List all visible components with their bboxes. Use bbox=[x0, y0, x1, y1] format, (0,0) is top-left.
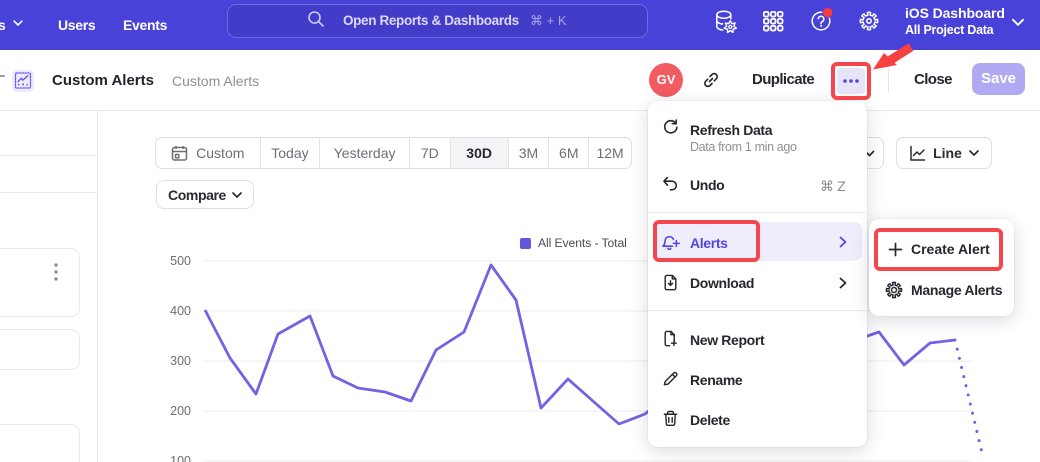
svg-text:200: 200 bbox=[170, 404, 191, 418]
svg-text:500: 500 bbox=[170, 254, 191, 268]
svg-text:400: 400 bbox=[170, 304, 191, 318]
svg-text:100: 100 bbox=[170, 454, 191, 462]
svg-text:300: 300 bbox=[170, 354, 191, 368]
